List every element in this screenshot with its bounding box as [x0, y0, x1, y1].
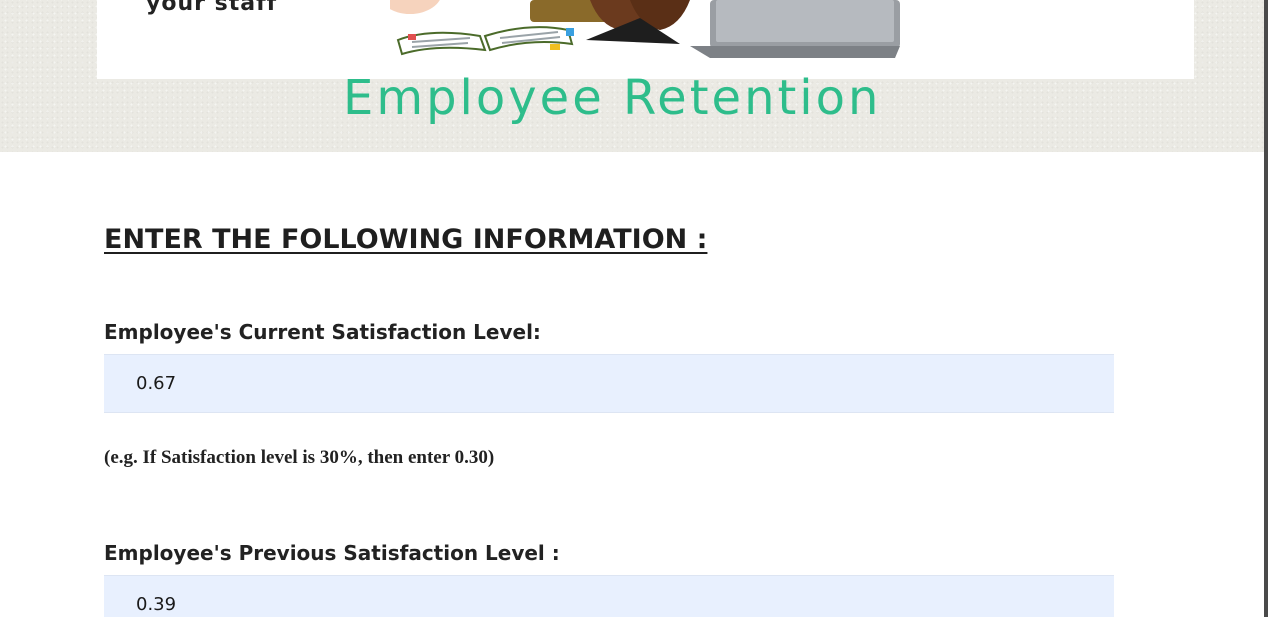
- current-satisfaction-input[interactable]: [104, 354, 1114, 413]
- current-satisfaction-label: Employee's Current Satisfaction Level:: [104, 320, 541, 344]
- book-icon: [396, 26, 574, 56]
- form-title: ENTER THE FOLLOWING INFORMATION :: [104, 224, 708, 255]
- banner-heading: Employee Retention: [343, 70, 882, 126]
- laptop-icon: [690, 0, 900, 58]
- person-face-shape: [390, 0, 440, 14]
- window-edge: [1264, 0, 1268, 617]
- current-satisfaction-hint: (e.g. If Satisfaction level is 30%, then…: [104, 447, 495, 468]
- header-banner: your staff Emplo: [0, 0, 1264, 152]
- banner-tagline: your staff: [146, 0, 278, 16]
- previous-satisfaction-input[interactable]: [104, 575, 1114, 617]
- previous-satisfaction-label: Employee's Previous Satisfaction Level :: [104, 541, 560, 565]
- office-illustration: [390, 0, 900, 58]
